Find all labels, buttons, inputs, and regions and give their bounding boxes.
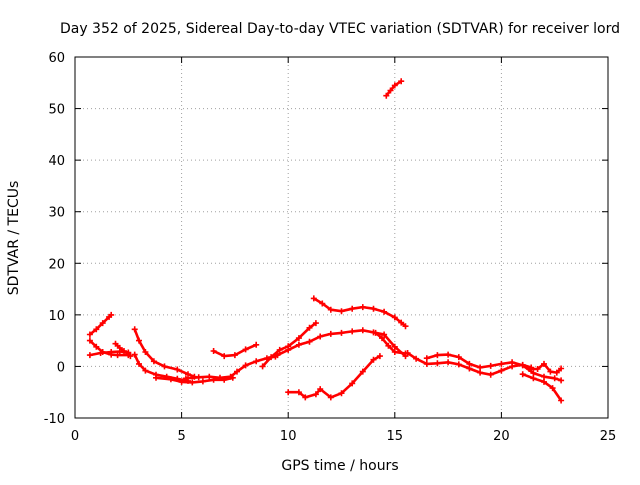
data-series-arc-18 <box>285 353 383 401</box>
data-point-markers <box>274 327 409 360</box>
series-line <box>88 313 113 336</box>
data-series-arc-8 <box>182 353 279 382</box>
data-series-arc-6 <box>131 351 191 384</box>
data-series-arc-17 <box>526 360 565 376</box>
y-tick-label: 30 <box>48 206 65 221</box>
data-point-markers <box>526 360 565 376</box>
data-series-arc-4 <box>112 340 134 360</box>
data-point-markers <box>210 341 260 360</box>
data-series-arc-7 <box>153 374 236 386</box>
y-axis-title: SDTVAR / TECUs <box>6 181 22 296</box>
data-series-arc-5 <box>131 326 198 380</box>
series-line <box>312 297 407 328</box>
series-line <box>286 354 382 399</box>
y-tick-label: 10 <box>48 309 65 324</box>
x-tick-label: 10 <box>280 429 297 444</box>
series-line <box>385 79 403 97</box>
chart-title: Day 352 of 2025, Sidereal Day-to-day VTE… <box>60 21 620 37</box>
data-point-markers <box>383 78 405 99</box>
axis-ticks: 0 5 10 15 20 25 -10 0 10 20 30 40 50 60 <box>44 51 617 444</box>
x-tick-label: 20 <box>493 429 510 444</box>
data-point-markers <box>519 371 565 404</box>
series-line <box>133 353 190 383</box>
data-series-arc-9 <box>210 341 260 360</box>
x-tick-label: 15 <box>387 429 404 444</box>
data-point-markers <box>423 351 565 384</box>
x-tick-label: 25 <box>600 429 617 444</box>
data-point-markers <box>112 340 134 360</box>
x-axis-title: GPS time / hours <box>281 458 398 474</box>
data-series-arc-1 <box>86 311 115 338</box>
data-point-markers <box>86 311 115 338</box>
y-tick-label: -10 <box>44 412 65 427</box>
data-series-arc-16 <box>519 371 565 404</box>
series-line <box>184 355 277 380</box>
y-tick-label: 60 <box>48 51 65 66</box>
plot-area <box>86 78 565 404</box>
y-tick-label: 20 <box>48 257 65 272</box>
grid <box>75 57 608 418</box>
data-point-markers <box>182 353 279 382</box>
data-point-markers <box>131 326 198 380</box>
data-series-arc-14 <box>404 350 535 378</box>
x-tick-label: 0 <box>71 429 79 444</box>
data-point-markers <box>153 374 236 386</box>
plot-frame <box>74 56 609 419</box>
data-point-markers <box>285 353 383 401</box>
data-series-arc-19 <box>383 78 405 99</box>
data-series-arc-11 <box>274 327 409 360</box>
data-point-markers <box>259 320 319 370</box>
x-tick-label: 5 <box>177 429 185 444</box>
data-series-arc-10 <box>259 320 319 370</box>
y-tick-label: 50 <box>48 103 65 118</box>
data-series-arc-15 <box>423 351 565 384</box>
y-tick-label: 40 <box>48 154 65 169</box>
data-series-arc-12 <box>310 295 409 330</box>
y-tick-label: 0 <box>57 360 65 375</box>
data-point-markers <box>310 295 409 330</box>
